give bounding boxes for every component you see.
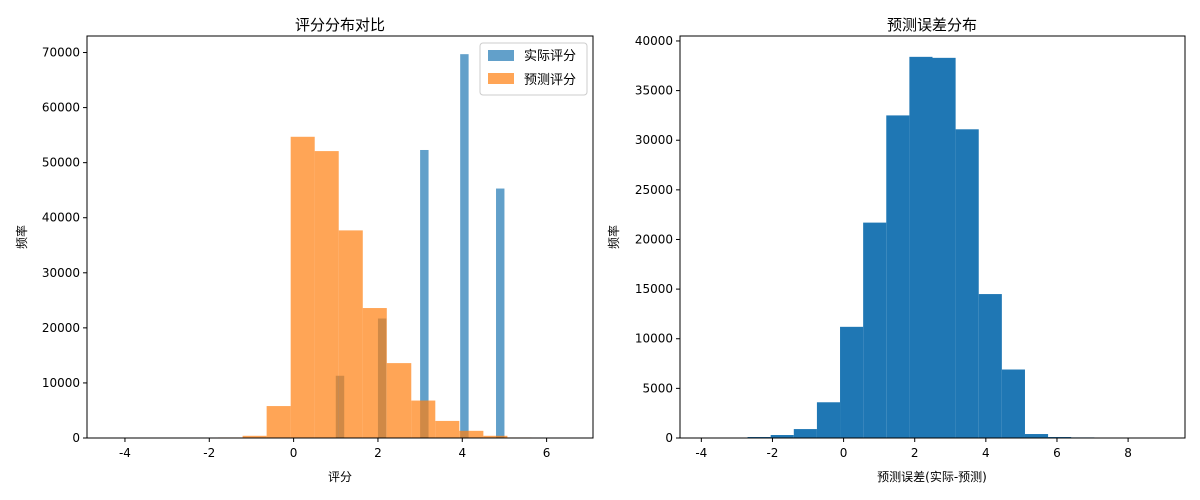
histogram-bar <box>816 402 841 438</box>
legend-swatch-actual <box>488 50 514 61</box>
histogram-bar <box>386 363 412 438</box>
x-axis-label: 评分 <box>328 470 352 484</box>
histogram-bar <box>955 129 979 439</box>
y-tick-label: 15000 <box>635 282 673 296</box>
y-axis: 0 10000 20000 30000 40000 50000 60000 70000 <box>42 46 87 445</box>
axes-frame <box>86 35 594 439</box>
y-tick-label: 5000 <box>642 381 673 395</box>
x-tick-label: -4 <box>119 446 131 460</box>
y-tick-label: 60000 <box>42 101 80 115</box>
plot-area <box>724 56 1118 439</box>
histogram-bar <box>770 435 794 438</box>
y-tick-label: 35000 <box>635 84 673 98</box>
x-tick-label: 0 <box>840 446 848 460</box>
histogram-bar <box>460 54 469 439</box>
y-tick-label: 40000 <box>635 34 673 48</box>
y-tick-label: 30000 <box>42 266 80 280</box>
rating-distribution-chart: 评分分布对比 -4 -2 0 2 4 6 0 10000 20000 30000 40000 500… <box>14 16 594 484</box>
y-axis-label: 频率 <box>606 225 621 249</box>
histogram-bar <box>978 294 1002 438</box>
legend-label-predicted: 预测评分 <box>524 73 576 88</box>
x-tick-label: 0 <box>290 446 298 460</box>
x-axis: -4 -2 0 2 4 6 <box>119 438 550 460</box>
y-tick-label: 25000 <box>635 183 673 197</box>
chart-title: 评分分布对比 <box>295 16 385 34</box>
x-tick-label: 4 <box>982 446 990 460</box>
histogram-bar <box>290 136 315 438</box>
y-tick-label: 40000 <box>42 211 80 225</box>
y-tick-label: 20000 <box>42 321 80 335</box>
plot-area <box>218 54 532 439</box>
y-tick-label: 10000 <box>635 332 673 346</box>
histogram-bar <box>1024 434 1049 438</box>
x-axis: -4 -2 0 2 4 6 8 <box>695 438 1132 460</box>
y-tick-label: 50000 <box>42 156 80 170</box>
histogram-bar <box>840 326 864 438</box>
histogram-bar <box>909 56 933 439</box>
x-tick-label: 4 <box>458 446 466 460</box>
x-tick-label: 6 <box>543 446 551 460</box>
x-tick-label: -4 <box>695 446 707 460</box>
chart-title: 预测误差分布 <box>887 16 977 34</box>
histogram-bar <box>420 149 429 439</box>
histogram-bar <box>338 230 363 438</box>
x-tick-label: -2 <box>766 446 778 460</box>
x-tick-label: 2 <box>374 446 382 460</box>
y-axis-label: 频率 <box>14 225 29 249</box>
x-tick-label: -2 <box>203 446 215 460</box>
y-axis: 0 5000 10000 15000 20000 25000 30000 35000 40000 <box>635 34 680 445</box>
histogram-bar <box>793 429 817 438</box>
histogram-bar <box>435 420 460 438</box>
x-axis-label: 预测误差(实际-预测) <box>877 469 987 484</box>
histogram-bar <box>886 115 910 438</box>
y-tick-label: 10000 <box>42 376 80 390</box>
histogram-bar <box>266 406 291 438</box>
error-distribution-chart: 预测误差分布 -4 -2 0 2 4 6 8 0 5000 10000 15000 20000 250… <box>606 16 1186 484</box>
y-tick-label: 0 <box>665 431 673 445</box>
histogram-bar <box>1001 369 1025 438</box>
histogram-bar <box>411 400 436 438</box>
legend-swatch-predicted <box>488 73 514 84</box>
y-tick-label: 20000 <box>635 232 673 246</box>
histogram-bar <box>932 57 956 439</box>
y-tick-label: 0 <box>72 431 80 445</box>
histogram-bar <box>314 151 339 438</box>
x-tick-label: 8 <box>1124 446 1132 460</box>
legend: 实际评分 预测评分 <box>479 42 588 96</box>
legend-label-actual: 实际评分 <box>524 49 576 64</box>
histogram-bar <box>496 188 505 438</box>
histogram-bar <box>362 308 387 438</box>
histogram-bar <box>242 435 267 438</box>
histogram-bar <box>483 435 508 438</box>
histogram-bar <box>459 430 484 438</box>
x-tick-label: 2 <box>911 446 919 460</box>
x-tick-label: 6 <box>1053 446 1061 460</box>
axes-frame <box>679 35 1186 439</box>
histogram-bar <box>863 222 887 438</box>
y-tick-label: 30000 <box>635 133 673 147</box>
y-tick-label: 70000 <box>42 46 80 60</box>
